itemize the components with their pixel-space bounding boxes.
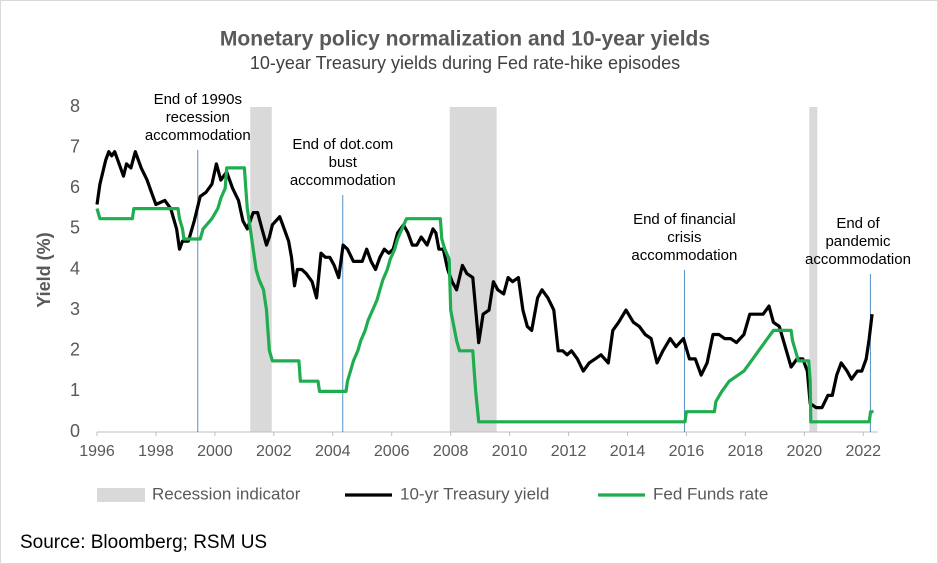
annotation-text: accommodation [805,251,911,268]
x-tick-label: 1998 [138,443,174,460]
chart-title: Monetary policy normalization and 10-yea… [220,28,710,51]
y-tick-label: 4 [70,258,80,278]
recession-band [809,107,818,432]
annotation-text: End of [836,215,880,232]
annotation-text: accommodation [631,247,737,264]
x-tick-label: 2016 [669,443,705,460]
x-tick-label: 2020 [787,443,823,460]
x-tick-label: 2000 [197,443,233,460]
y-tick-label: 8 [70,96,80,116]
annotation-text: recession [166,109,230,126]
x-tick-label: 2012 [551,443,587,460]
legend-label: Recession indicator [152,484,301,503]
y-tick-label: 5 [70,218,80,238]
annotation-text: accommodation [290,172,396,189]
recession-band [250,107,272,432]
x-tick-label: 2010 [492,443,528,460]
x-tick-label: 2018 [728,443,764,460]
y-tick-label: 3 [70,299,80,319]
chart-subtitle: 10-year Treasury yields during Fed rate-… [250,53,680,73]
y-tick-label: 2 [70,340,80,360]
annotation-text: pandemic [825,233,891,250]
y-tick-label: 1 [70,380,80,400]
y-tick-label: 7 [70,136,80,156]
x-tick-label: 2006 [374,443,410,460]
annotation-text: End of dot.com [292,136,393,153]
series-line [95,166,874,424]
x-tick-label: 2014 [610,443,646,460]
y-tick-label: 6 [70,177,80,197]
x-tick-label: 2004 [315,443,351,460]
series-line [95,150,874,410]
x-tick-label: 2008 [433,443,469,460]
legend-label: 10-yr Treasury yield [400,484,549,503]
recession-band [449,107,497,432]
x-tick-label: 2022 [845,443,881,460]
annotation-text: bust [329,154,358,171]
y-tick-label: 0 [70,421,80,441]
x-tick-label: 1996 [79,443,115,460]
legend-label: Fed Funds rate [653,484,768,503]
y-axis-label: Yield (%) [34,232,54,307]
annotation-text: End of 1990s [154,91,242,108]
x-tick-label: 2002 [256,443,292,460]
annotation-text: accommodation [145,127,251,144]
legend-swatch [97,488,145,502]
annotation-text: crisis [667,229,701,246]
source-note: Source: Bloomberg; RSM US [20,532,267,553]
annotation-text: End of financial [633,211,736,228]
